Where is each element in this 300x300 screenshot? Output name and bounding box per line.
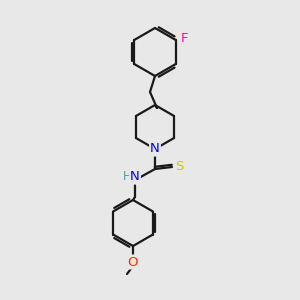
Text: S: S [175,160,183,173]
Text: N: N [150,142,160,155]
Text: F: F [181,32,188,44]
Text: N: N [130,170,140,184]
Text: H: H [123,170,131,184]
Text: O: O [128,256,138,268]
